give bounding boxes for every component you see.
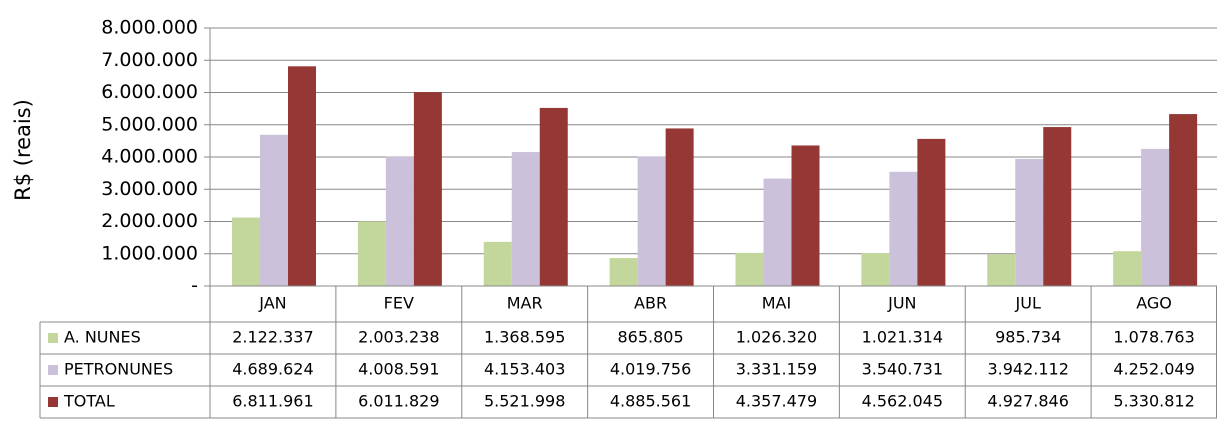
data-label: 1.021.314 xyxy=(862,328,943,347)
bar xyxy=(735,252,764,286)
data-label: 2.003.238 xyxy=(358,328,439,347)
data-label: 4.008.591 xyxy=(358,360,439,379)
y-tick-label: 4.000.000 xyxy=(101,146,198,168)
data-label: 1.368.595 xyxy=(484,328,565,347)
bar xyxy=(1141,148,1170,286)
bar xyxy=(1015,158,1044,286)
data-label: 1.078.763 xyxy=(1113,328,1194,347)
data-label: 4.153.403 xyxy=(484,360,565,379)
data-label: 5.521.998 xyxy=(484,392,565,411)
bar xyxy=(861,253,890,286)
bar xyxy=(917,138,946,286)
bar xyxy=(1113,251,1142,286)
x-tick-label: MAI xyxy=(762,294,791,313)
legend-swatch xyxy=(48,365,58,375)
data-label: 4.562.045 xyxy=(862,392,943,411)
data-label: 6.011.829 xyxy=(358,392,439,411)
data-label: 4.019.756 xyxy=(610,360,691,379)
data-label: 985.734 xyxy=(995,328,1061,347)
data-label: 2.122.337 xyxy=(232,328,313,347)
data-label: 4.357.479 xyxy=(736,392,817,411)
data-label: 4.689.624 xyxy=(232,360,313,379)
y-tick-label: 1.000.000 xyxy=(101,242,198,264)
y-tick-label: 6.000.000 xyxy=(101,81,198,103)
bar xyxy=(232,217,260,286)
data-label: 4.252.049 xyxy=(1113,360,1194,379)
legend-label: A. NUNES xyxy=(64,328,141,347)
bar xyxy=(609,258,638,286)
legend-label: TOTAL xyxy=(63,392,115,411)
y-tick-label: 3.000.000 xyxy=(101,178,198,200)
x-tick-label: MAR xyxy=(507,294,543,313)
bar xyxy=(288,66,316,286)
bar xyxy=(260,134,288,286)
x-tick-label: AGO xyxy=(1136,294,1172,313)
data-label: 3.540.731 xyxy=(862,360,943,379)
bar xyxy=(357,221,386,286)
legend-swatch xyxy=(48,397,58,407)
bar xyxy=(791,145,820,286)
y-tick-label: 5.000.000 xyxy=(101,113,198,135)
bar xyxy=(413,92,442,286)
data-label: 6.811.961 xyxy=(232,392,313,411)
bar xyxy=(1043,127,1072,286)
x-tick-label: ABR xyxy=(634,294,667,313)
x-tick-label: FEV xyxy=(384,294,414,313)
data-label: 3.331.159 xyxy=(736,360,817,379)
y-tick-label: - xyxy=(191,275,198,297)
legend-label: PETRONUNES xyxy=(64,360,173,379)
bar xyxy=(1169,114,1198,286)
x-tick-label: JAN xyxy=(258,294,286,313)
bar xyxy=(511,152,540,286)
y-axis-label: R$ (reais) xyxy=(11,99,35,201)
bar xyxy=(763,178,792,286)
y-tick-label: 8.000.000 xyxy=(101,17,198,39)
bar xyxy=(665,128,694,286)
data-label: 865.805 xyxy=(617,328,683,347)
bar xyxy=(483,241,512,286)
bar xyxy=(637,156,666,286)
y-tick-label: 7.000.000 xyxy=(101,49,198,71)
data-label: 1.026.320 xyxy=(736,328,817,347)
data-label: 4.885.561 xyxy=(610,392,691,411)
y-tick-label: 2.000.000 xyxy=(101,210,198,232)
bar xyxy=(889,171,918,286)
bar xyxy=(987,254,1016,286)
x-tick-label: JUL xyxy=(1015,294,1041,313)
legend-swatch xyxy=(48,333,58,343)
x-tick-label: JUN xyxy=(887,294,916,313)
data-label: 3.942.112 xyxy=(987,360,1068,379)
data-label: 5.330.812 xyxy=(1113,392,1194,411)
bar xyxy=(539,107,568,287)
data-label: 4.927.846 xyxy=(987,392,1068,411)
bar xyxy=(385,156,414,286)
